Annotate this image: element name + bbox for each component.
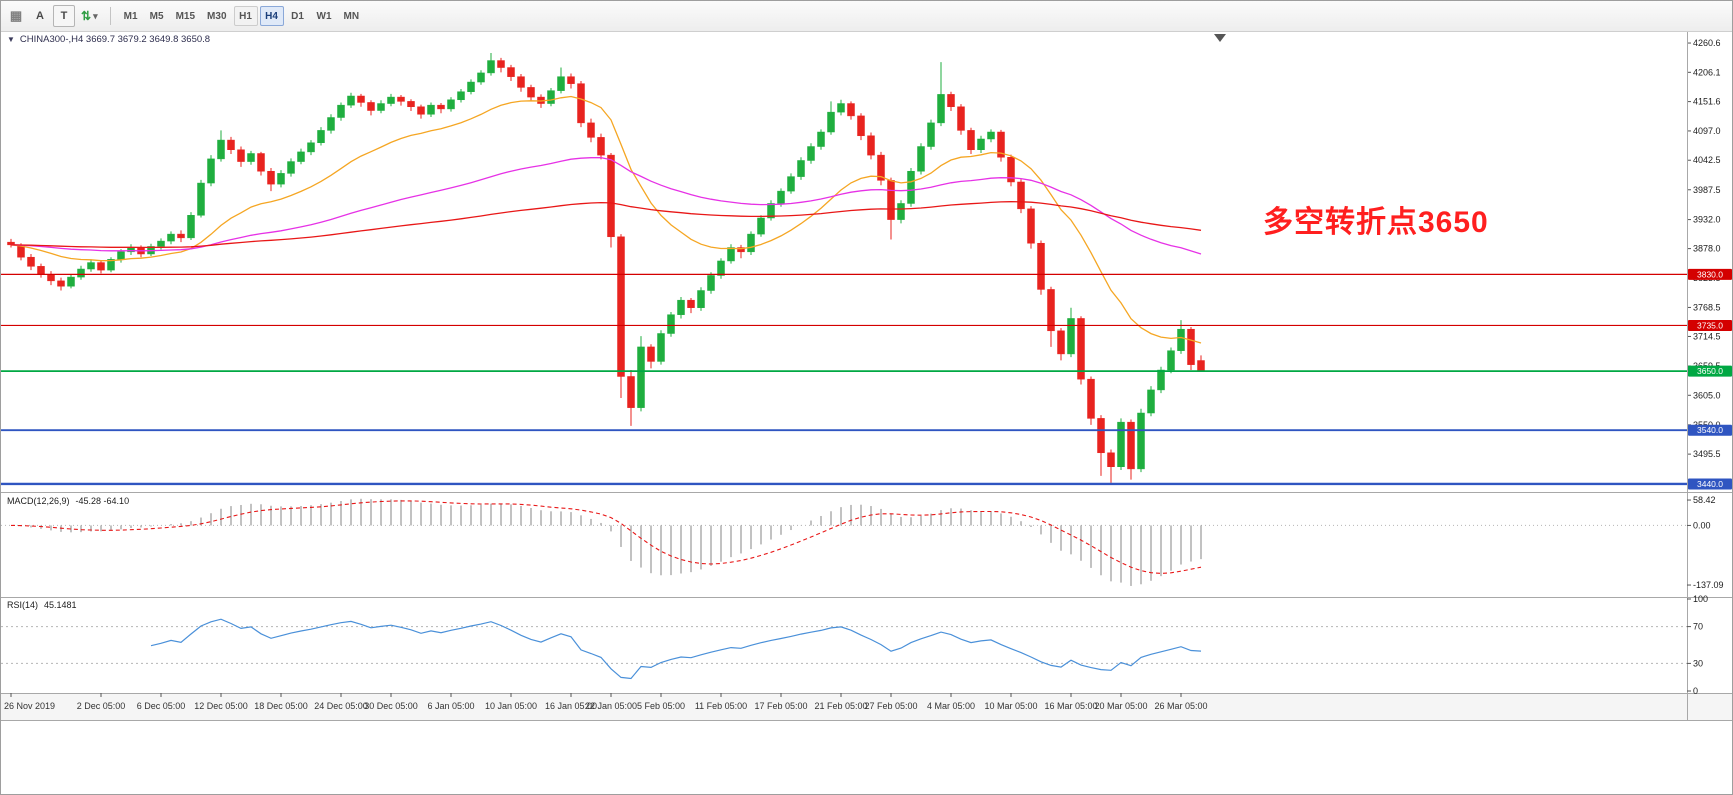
price-badge-3540.0: 3540.0 [1688,424,1732,436]
svg-text:3878.0: 3878.0 [1693,244,1721,254]
svg-text:17 Feb 05:00: 17 Feb 05:00 [754,701,807,711]
svg-text:0: 0 [1693,686,1698,696]
svg-text:3440.0: 3440.0 [1697,479,1723,489]
plot-layers [1,53,1687,680]
svg-text:2 Dec 05:00: 2 Dec 05:00 [77,701,126,711]
macd-axis: 58.42 0.00 -137.09 [1687,495,1724,590]
candles-layer [7,53,1205,483]
symbol-ohlc-text: CHINA300-,H4 3669.7 3679.2 3649.8 3650.8 [19,34,211,45]
svg-text:3932.0: 3932.0 [1693,215,1721,225]
svg-text:3540.0: 3540.0 [1697,425,1723,435]
svg-text:4097.0: 4097.0 [1693,126,1721,136]
timeframe-h4-button[interactable]: H4 [259,6,284,26]
svg-text:3768.5: 3768.5 [1693,302,1721,312]
svg-text:18 Dec 05:00: 18 Dec 05:00 [254,701,308,711]
annotation-text: 多空转折点3650 [1263,206,1489,239]
arrows-icon: ⇅ [81,9,92,23]
symbol-ohlc-label[interactable]: ▼ CHINA300-,H4 3669.7 3679.2 3649.8 3650… [7,34,210,45]
svg-text:10 Mar 05:00: 10 Mar 05:00 [984,701,1037,711]
letter-t-icon: T [60,10,68,22]
rsi-value: 45.1481 [44,600,77,610]
timeframe-m5-button[interactable]: M5 [145,6,169,26]
ma-20-line [10,95,1202,344]
price-badge-3650.0: 3650.0 [1688,365,1732,377]
text-label-tool-button[interactable]: T [53,5,75,27]
chart-shift-marker [1214,34,1226,42]
svg-text:6 Dec 05:00: 6 Dec 05:00 [137,701,186,711]
rsi-line [150,618,1202,680]
timeframe-m30-button[interactable]: M30 [202,6,231,26]
time-axis-strip [1,693,1732,720]
macd-title: MACD(12,26,9) [7,496,70,506]
chevron-down-icon: ▾ [93,10,98,21]
indicator-tool-button[interactable]: ⇅ ▾ [77,5,102,27]
time-axis: 26 Nov 2019 2 Dec 05:00 6 Dec 05:00 12 Dec … [4,693,1208,711]
grid-icon: ▦ [9,8,23,23]
svg-text:3735.0: 3735.0 [1697,320,1723,330]
svg-text:16 Jan 05:00: 16 Jan 05:00 [545,701,597,711]
svg-text:58.42: 58.42 [1693,495,1716,505]
svg-text:24 Dec 05:00: 24 Dec 05:00 [314,701,368,711]
svg-text:10 Jan 05:00: 10 Jan 05:00 [485,701,537,711]
svg-text:70: 70 [1693,622,1703,632]
svg-text:100: 100 [1693,594,1708,604]
top-toolbar: ▦ A T ⇅ ▾ M1 M5 M15 M30 H1 H4 D1 W1 MN [1,1,1732,32]
svg-text:22 Jan 05:00: 22 Jan 05:00 [585,701,637,711]
svg-text:30: 30 [1693,658,1703,668]
text-cursor-tool-button[interactable]: A [29,5,51,27]
timeframe-h1-button[interactable]: H1 [233,6,258,26]
grid-tool-button[interactable]: ▦ [5,5,27,27]
svg-text:6 Jan 05:00: 6 Jan 05:00 [427,701,474,711]
macd-signal-line [10,500,1202,574]
rsi-indicator-label: RSI(14) 45.1481 [7,600,77,610]
svg-text:3830.0: 3830.0 [1697,269,1723,279]
svg-text:4 Mar 05:00: 4 Mar 05:00 [927,701,975,711]
chart-menu-triangle-icon[interactable]: ▼ [7,35,15,44]
svg-text:3987.5: 3987.5 [1693,185,1721,195]
macd-histogram [20,498,1202,586]
rsi-title: RSI(14) [7,600,39,610]
rsi-axis: 100 70 30 0 [1687,594,1708,696]
toolbar-separator [109,7,111,25]
svg-text:4206.1: 4206.1 [1693,67,1721,77]
letter-a-icon: A [36,10,44,22]
svg-text:3650.0: 3650.0 [1697,366,1723,376]
svg-text:30 Dec 05:00: 30 Dec 05:00 [364,701,418,711]
svg-text:4151.6: 4151.6 [1693,97,1721,107]
svg-text:16 Mar 05:00: 16 Mar 05:00 [1044,701,1097,711]
svg-text:11 Feb 05:00: 11 Feb 05:00 [695,701,747,711]
ma-200-line [10,201,1202,249]
price-badge-3735.0: 3735.0 [1688,319,1732,331]
svg-text:4042.5: 4042.5 [1693,155,1721,165]
svg-text:0.00: 0.00 [1693,520,1711,530]
price-badge-3440.0: 3440.0 [1688,478,1732,490]
svg-text:20 Mar 05:00: 20 Mar 05:00 [1094,701,1147,711]
svg-text:12 Dec 05:00: 12 Dec 05:00 [194,701,248,711]
timeframe-mn-button[interactable]: MN [339,6,365,26]
svg-text:3714.5: 3714.5 [1693,331,1721,341]
svg-text:-137.09: -137.09 [1693,580,1724,590]
chart-canvas[interactable]: 4260.6 4206.1 4151.6 4097.0 4042.5 3987.5 3932… [1,31,1733,795]
svg-text:5 Feb 05:00: 5 Feb 05:00 [637,701,685,711]
macd-indicator-label: MACD(12,26,9) -45.28 -64.10 [7,496,129,506]
timeframe-m15-button[interactable]: M15 [171,6,200,26]
timeframe-w1-button[interactable]: W1 [312,6,337,26]
macd-values: -45.28 -64.10 [75,496,130,506]
svg-text:3495.5: 3495.5 [1693,449,1721,459]
svg-text:21 Feb 05:00: 21 Feb 05:00 [814,701,867,711]
svg-text:26 Nov 2019: 26 Nov 2019 [4,701,55,711]
price-badge-3830.0: 3830.0 [1688,268,1732,280]
timeframe-m1-button[interactable]: M1 [119,6,143,26]
svg-text:4260.6: 4260.6 [1693,38,1721,48]
svg-text:27 Feb 05:00: 27 Feb 05:00 [864,701,917,711]
svg-text:26 Mar 05:00: 26 Mar 05:00 [1154,701,1207,711]
timeframe-d1-button[interactable]: D1 [286,6,310,26]
svg-text:3605.0: 3605.0 [1693,390,1721,400]
